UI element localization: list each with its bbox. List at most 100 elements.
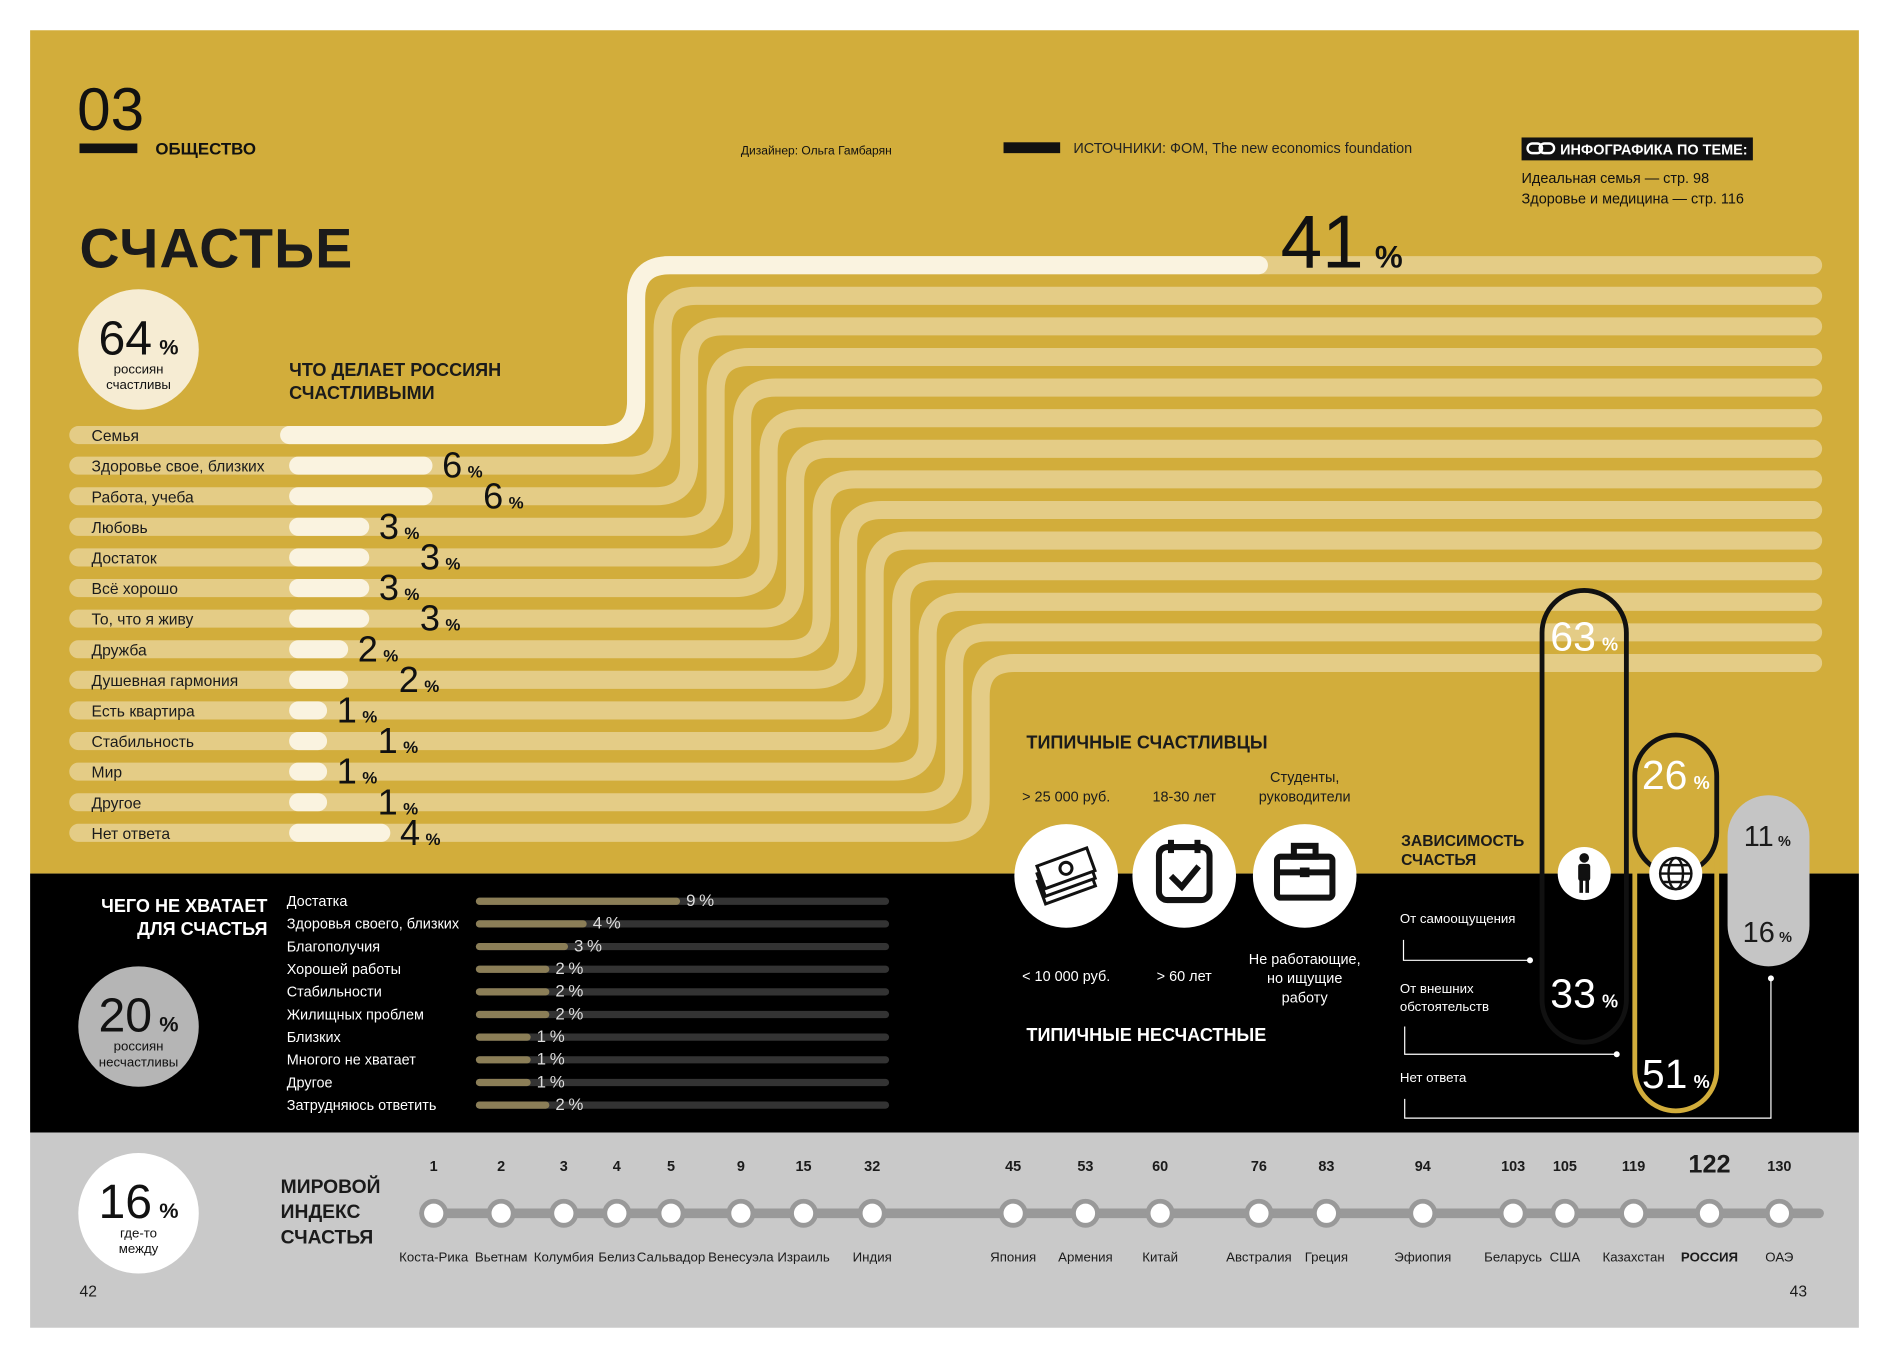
number: 16 [98, 1175, 152, 1229]
related-box [1521, 137, 1753, 161]
value-label: 6% [483, 475, 524, 516]
section-title: СЧАСТЛИВЫМИ [289, 383, 434, 403]
value-label: 2% [555, 1095, 583, 1114]
unit: % [424, 677, 439, 696]
link-icon [1526, 142, 1556, 155]
bar [475, 1033, 531, 1041]
unit: % [587, 936, 602, 955]
section-name: ОБЩЕСТВО [155, 139, 256, 158]
stripe [69, 317, 1823, 506]
country-label: Армения [1058, 1249, 1113, 1264]
track [475, 1010, 890, 1019]
rank-label: 119 [1622, 1159, 1645, 1175]
country-dot [549, 1198, 579, 1228]
number: 2 [358, 628, 378, 669]
rank-label: 9 [737, 1159, 745, 1175]
unit: % [383, 646, 398, 665]
unit: % [362, 769, 377, 788]
stripe [69, 500, 1823, 689]
number: 1 [537, 1050, 546, 1069]
sources-bar [1003, 142, 1061, 154]
category-label: Работа, учеба [92, 489, 194, 506]
related-title: ИНФОГРАФИКА ПО ТЕМЕ: [1560, 142, 1747, 158]
country-label: Колумбия [534, 1249, 594, 1264]
track [475, 942, 890, 951]
category-label: Другое [287, 1075, 333, 1091]
unit: % [568, 959, 583, 978]
country-label: Япония [990, 1249, 1036, 1264]
category-label: Здоровье свое, близких [92, 459, 265, 476]
stripe [69, 592, 1823, 781]
country-label: Сальвадор [637, 1249, 705, 1264]
pill-value: 51% [1642, 1051, 1710, 1097]
section-title: СЧАСТЬЯ [281, 1227, 374, 1248]
country-dot [1550, 1198, 1580, 1228]
category-label: Дружба [92, 642, 147, 659]
category-label: Благополучия [287, 939, 380, 955]
country-label: Венесуэла [708, 1249, 774, 1264]
category-label: Многого не хватает [287, 1053, 416, 1069]
bar [475, 1101, 550, 1109]
rank-label: 5 [667, 1159, 675, 1175]
bar [289, 670, 349, 689]
number: 1 [337, 689, 357, 730]
category-label: Стабильность [92, 734, 195, 751]
number: 16 [1743, 917, 1775, 949]
unit: % [1602, 635, 1618, 655]
category-label: Есть квартира [92, 703, 195, 720]
section-title: ТИПИЧНЫЕ СЧАСТЛИВЦЫ [1026, 732, 1267, 752]
unit: % [404, 524, 419, 543]
value-label: 1% [537, 1072, 565, 1091]
bar [289, 793, 328, 812]
bar [289, 517, 370, 536]
number: 63 [1550, 614, 1596, 660]
pill-value: 33% [1550, 970, 1618, 1016]
rank-label: 76 [1251, 1159, 1267, 1175]
value-label: 2% [399, 659, 440, 700]
number: 3 [420, 598, 440, 639]
category-label: Другое [92, 795, 142, 812]
country-dot [1764, 1198, 1794, 1228]
unit: % [1375, 240, 1403, 275]
typical-label: 18-30 лет [1152, 789, 1216, 805]
related-link: Здоровье и медицина — стр. 116 [1522, 192, 1744, 208]
country-dot [1619, 1198, 1649, 1228]
bar [289, 487, 433, 506]
country-label: Китай [1142, 1249, 1178, 1264]
country-dot [1244, 1198, 1274, 1228]
stat-label: где-то [120, 1225, 157, 1240]
number: 3 [574, 936, 583, 955]
value-label: 4% [400, 812, 441, 853]
bar [475, 1078, 531, 1087]
category-label: Близких [287, 1030, 342, 1046]
track [475, 1101, 890, 1109]
bar [475, 942, 569, 951]
country-label: Эфиопия [1394, 1249, 1451, 1264]
stat-label: россиян [114, 1039, 164, 1054]
track [475, 988, 890, 996]
value-label: 1% [378, 720, 419, 761]
country-label: США [1550, 1249, 1581, 1264]
unit: % [1694, 773, 1710, 793]
category-label: Достаток [92, 550, 157, 567]
value-label: 1% [337, 751, 378, 792]
number: 51 [1642, 1051, 1688, 1097]
stripe [69, 562, 1823, 751]
icons [1014, 824, 1357, 928]
track [475, 1033, 890, 1041]
section-bar [79, 143, 138, 154]
country-label: Казахстан [1603, 1249, 1665, 1264]
rank-label: 83 [1318, 1159, 1334, 1175]
number: 1 [337, 751, 357, 792]
unit: % [699, 891, 714, 910]
bar [475, 897, 681, 905]
pill-value: 26% [1642, 752, 1710, 798]
section-title: ДЛЯ СЧАСТЬЯ [137, 919, 267, 939]
country-dot [998, 1198, 1028, 1228]
country-dot [857, 1198, 887, 1228]
bar [475, 920, 587, 928]
country-dot [1408, 1198, 1438, 1228]
number: 4 [593, 914, 602, 933]
rank-label: 15 [796, 1159, 812, 1175]
unit: % [445, 554, 460, 573]
